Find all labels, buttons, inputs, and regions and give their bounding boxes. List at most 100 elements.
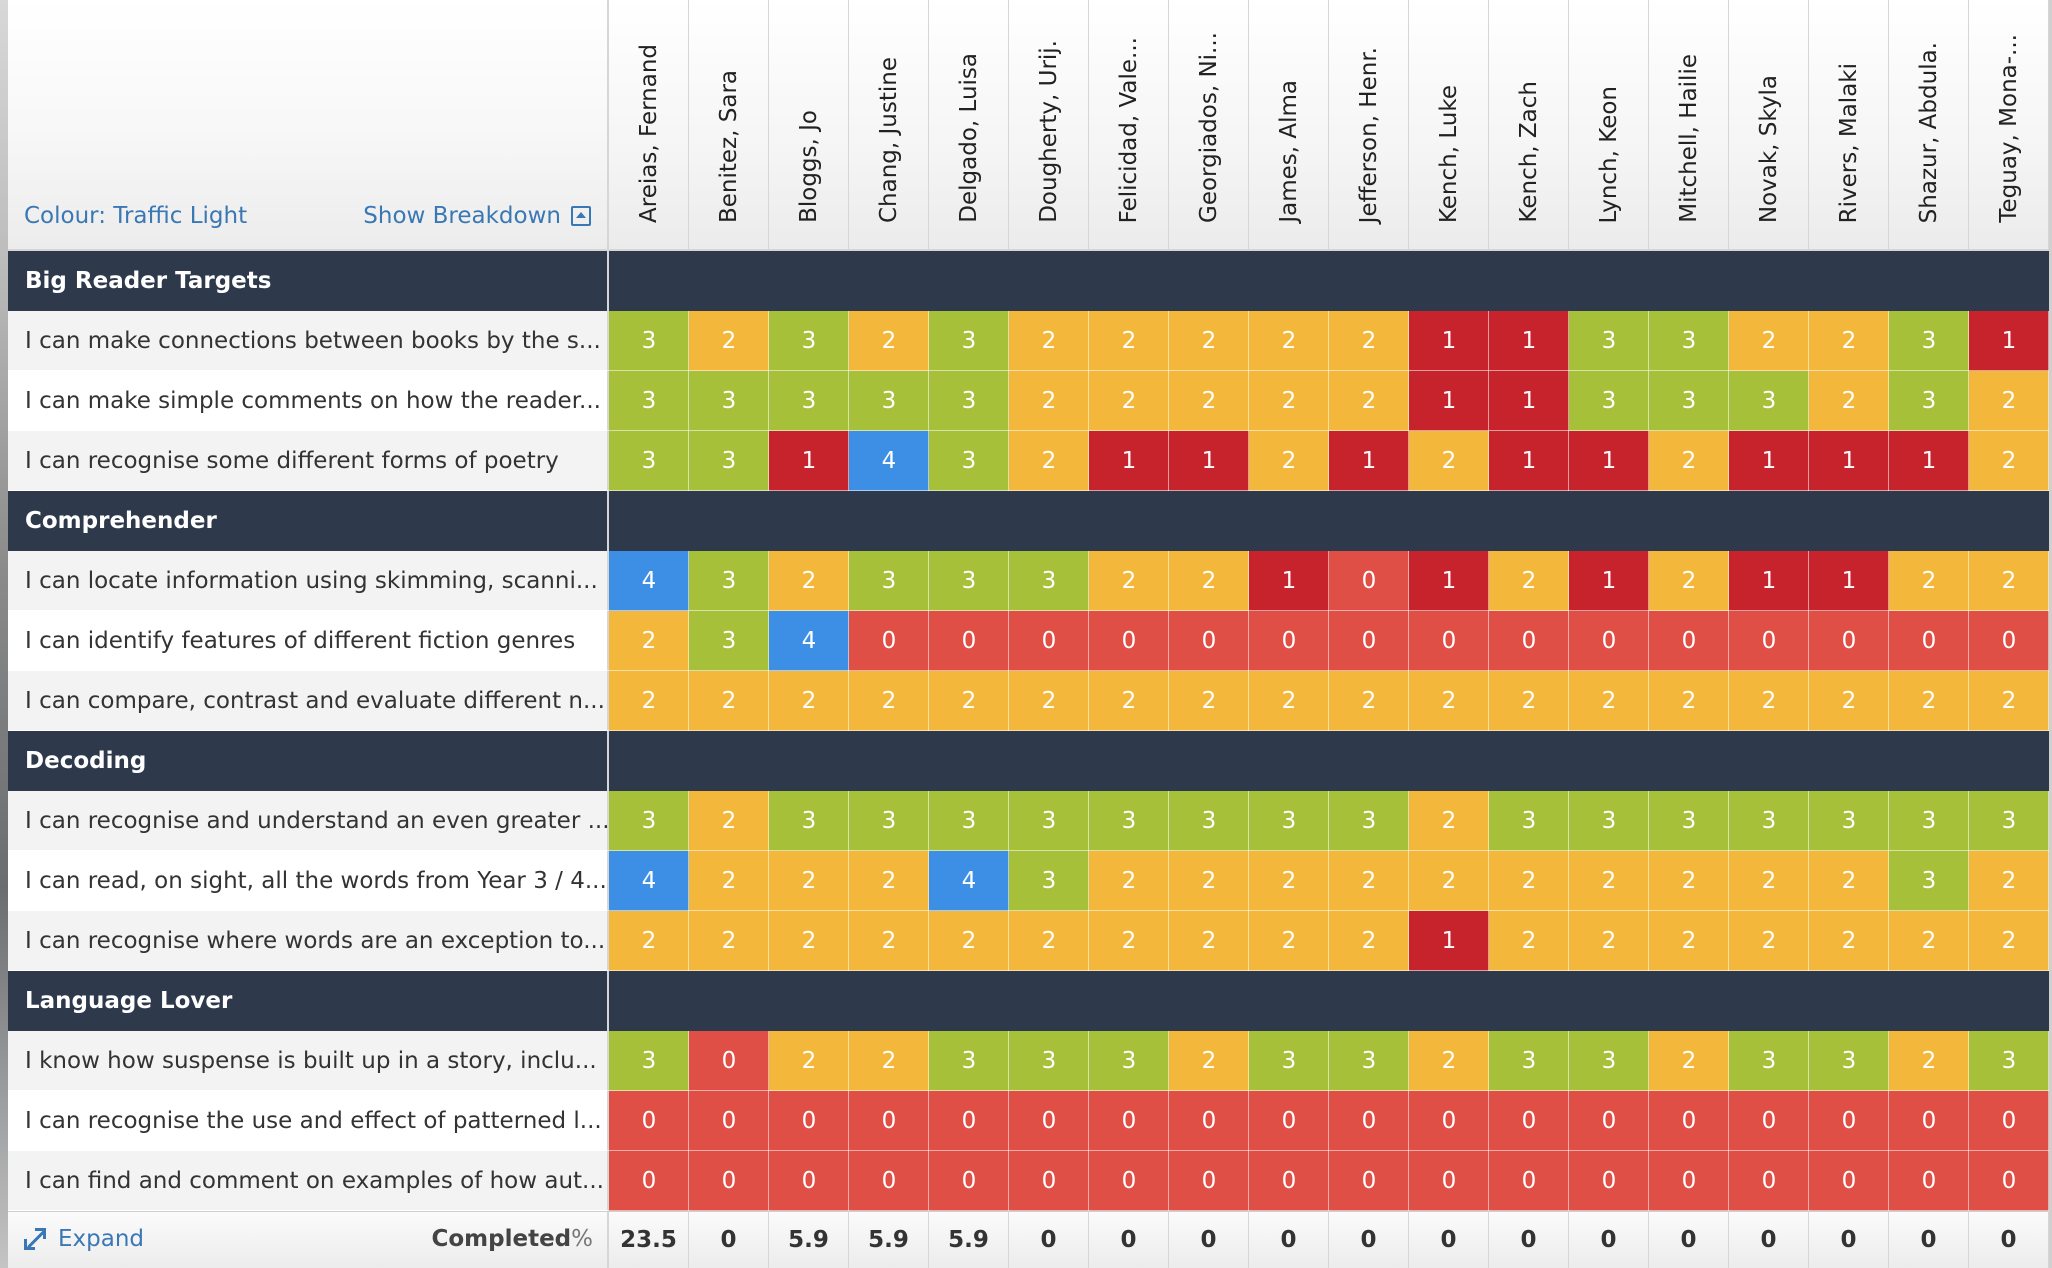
score-cell[interactable]: 2 [1409, 431, 1489, 491]
score-cell[interactable]: 0 [1729, 611, 1809, 671]
score-cell[interactable]: 1 [1329, 431, 1409, 491]
score-cell[interactable]: 4 [849, 431, 929, 491]
score-cell[interactable]: 0 [1409, 611, 1489, 671]
score-cell[interactable]: 1 [1409, 911, 1489, 971]
score-cell[interactable]: 2 [1329, 371, 1409, 431]
score-cell[interactable]: 2 [1809, 371, 1889, 431]
score-cell[interactable]: 3 [929, 431, 1009, 491]
score-cell[interactable]: 3 [689, 611, 769, 671]
student-column-header[interactable]: Dougherty, Urij. [1009, 0, 1089, 251]
score-cell[interactable]: 0 [1809, 1091, 1889, 1151]
score-cell[interactable]: 3 [1009, 791, 1089, 851]
score-cell[interactable]: 2 [1489, 551, 1569, 611]
score-cell[interactable]: 0 [1009, 611, 1089, 671]
student-column-header[interactable]: Shazur, Abdula. [1889, 0, 1969, 251]
score-cell[interactable]: 0 [689, 1091, 769, 1151]
score-cell[interactable]: 2 [1809, 851, 1889, 911]
score-cell[interactable]: 2 [1889, 911, 1969, 971]
score-cell[interactable]: 3 [609, 431, 689, 491]
score-cell[interactable]: 2 [849, 851, 929, 911]
score-cell[interactable]: 3 [1569, 791, 1649, 851]
score-cell[interactable]: 2 [1969, 431, 2049, 491]
score-cell[interactable]: 2 [1969, 851, 2049, 911]
score-cell[interactable]: 0 [1569, 1091, 1649, 1151]
score-cell[interactable]: 0 [1729, 1091, 1809, 1151]
score-cell[interactable]: 0 [1169, 1091, 1249, 1151]
score-cell[interactable]: 2 [1329, 851, 1409, 911]
score-cell[interactable]: 3 [1729, 1031, 1809, 1091]
score-cell[interactable]: 0 [1409, 1091, 1489, 1151]
score-cell[interactable]: 1 [1169, 431, 1249, 491]
score-cell[interactable]: 1 [1729, 551, 1809, 611]
score-cell[interactable]: 3 [929, 1031, 1009, 1091]
score-cell[interactable]: 3 [1969, 1031, 2049, 1091]
score-cell[interactable]: 2 [1169, 551, 1249, 611]
score-cell[interactable]: 0 [609, 1151, 689, 1211]
student-column-header[interactable]: Rivers, Malaki [1809, 0, 1889, 251]
score-cell[interactable]: 0 [849, 1091, 929, 1151]
score-cell[interactable]: 2 [769, 671, 849, 731]
score-cell[interactable]: 0 [1649, 611, 1729, 671]
score-cell[interactable]: 2 [769, 851, 849, 911]
score-cell[interactable]: 2 [769, 911, 849, 971]
score-cell[interactable]: 2 [1889, 671, 1969, 731]
score-cell[interactable]: 2 [1489, 911, 1569, 971]
score-cell[interactable]: 2 [1969, 671, 2049, 731]
score-cell[interactable]: 3 [1649, 371, 1729, 431]
score-cell[interactable]: 2 [689, 791, 769, 851]
score-cell[interactable]: 0 [1889, 1091, 1969, 1151]
score-cell[interactable]: 0 [1969, 1091, 2049, 1151]
score-cell[interactable]: 1 [1489, 431, 1569, 491]
score-cell[interactable]: 2 [769, 1031, 849, 1091]
score-cell[interactable]: 2 [849, 1031, 929, 1091]
score-cell[interactable]: 2 [1089, 911, 1169, 971]
score-cell[interactable]: 0 [1889, 611, 1969, 671]
score-cell[interactable]: 3 [1889, 371, 1969, 431]
score-cell[interactable]: 2 [1009, 431, 1089, 491]
score-cell[interactable]: 2 [1809, 671, 1889, 731]
score-cell[interactable]: 0 [1089, 611, 1169, 671]
score-cell[interactable]: 2 [1089, 851, 1169, 911]
score-cell[interactable]: 2 [1409, 851, 1489, 911]
score-cell[interactable]: 0 [769, 1091, 849, 1151]
score-cell[interactable]: 1 [1409, 371, 1489, 431]
score-cell[interactable]: 2 [1969, 551, 2049, 611]
score-cell[interactable]: 0 [1969, 1151, 2049, 1211]
score-cell[interactable]: 1 [1809, 431, 1889, 491]
score-cell[interactable]: 2 [1569, 911, 1649, 971]
score-cell[interactable]: 2 [1409, 1031, 1489, 1091]
score-cell[interactable]: 3 [1489, 1031, 1569, 1091]
score-cell[interactable]: 0 [1569, 1151, 1649, 1211]
score-cell[interactable]: 2 [1329, 671, 1409, 731]
score-cell[interactable]: 1 [1569, 551, 1649, 611]
score-cell[interactable]: 2 [1009, 671, 1089, 731]
score-cell[interactable]: 0 [929, 1151, 1009, 1211]
score-cell[interactable]: 2 [1409, 791, 1489, 851]
score-cell[interactable]: 0 [849, 1151, 929, 1211]
score-cell[interactable]: 2 [689, 851, 769, 911]
score-cell[interactable]: 0 [929, 611, 1009, 671]
score-cell[interactable]: 0 [609, 1091, 689, 1151]
score-cell[interactable]: 3 [1329, 1031, 1409, 1091]
score-cell[interactable]: 1 [1889, 431, 1969, 491]
score-cell[interactable]: 2 [1649, 851, 1729, 911]
score-cell[interactable]: 2 [849, 671, 929, 731]
score-cell[interactable]: 3 [1009, 851, 1089, 911]
score-cell[interactable]: 3 [1169, 791, 1249, 851]
score-cell[interactable]: 0 [1649, 1091, 1729, 1151]
score-cell[interactable]: 2 [1489, 851, 1569, 911]
score-cell[interactable]: 2 [1249, 311, 1329, 371]
score-cell[interactable]: 2 [1089, 371, 1169, 431]
score-cell[interactable]: 2 [689, 911, 769, 971]
score-cell[interactable]: 1 [1409, 311, 1489, 371]
expand-link[interactable]: Expand [24, 1226, 144, 1252]
score-cell[interactable]: 3 [1809, 791, 1889, 851]
score-cell[interactable]: 2 [1009, 311, 1089, 371]
score-cell[interactable]: 2 [849, 311, 929, 371]
score-cell[interactable]: 0 [1249, 611, 1329, 671]
score-cell[interactable]: 3 [1889, 791, 1969, 851]
score-cell[interactable]: 3 [1329, 791, 1409, 851]
score-cell[interactable]: 2 [1169, 371, 1249, 431]
score-cell[interactable]: 2 [929, 671, 1009, 731]
score-cell[interactable]: 1 [1729, 431, 1809, 491]
